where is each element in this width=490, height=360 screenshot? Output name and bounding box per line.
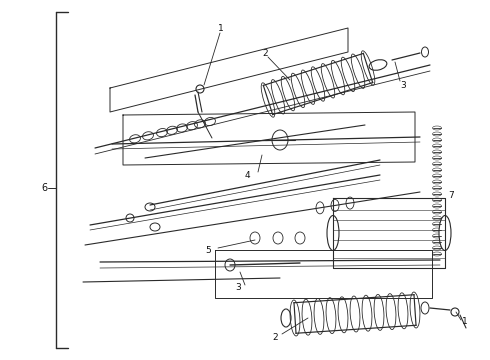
Text: 2: 2	[272, 333, 278, 342]
Ellipse shape	[196, 85, 204, 93]
Text: 3: 3	[400, 81, 406, 90]
Ellipse shape	[295, 232, 305, 244]
Ellipse shape	[273, 232, 283, 244]
Text: 4: 4	[245, 171, 250, 180]
Ellipse shape	[439, 216, 451, 251]
Ellipse shape	[150, 223, 160, 231]
Ellipse shape	[327, 216, 339, 251]
Ellipse shape	[421, 302, 429, 314]
Ellipse shape	[225, 259, 235, 271]
Text: 5: 5	[205, 246, 211, 255]
Text: 3: 3	[235, 284, 241, 292]
Ellipse shape	[272, 130, 288, 150]
Text: 2: 2	[262, 49, 268, 58]
Text: 1: 1	[218, 23, 224, 32]
Text: 6: 6	[41, 183, 47, 193]
Ellipse shape	[126, 214, 134, 222]
Text: 7: 7	[448, 190, 454, 199]
Text: 1: 1	[462, 318, 468, 327]
Ellipse shape	[145, 203, 155, 211]
Ellipse shape	[250, 232, 260, 244]
